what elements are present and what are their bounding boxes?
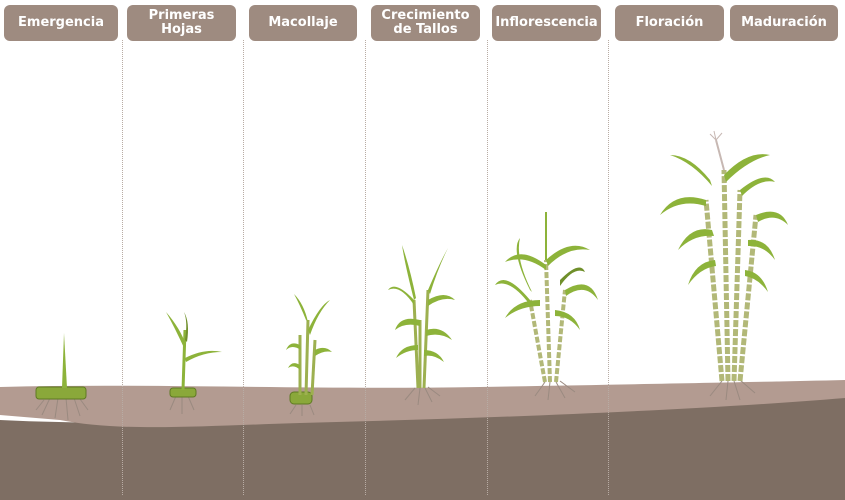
stage-divider bbox=[243, 40, 244, 495]
plant-emergencia-icon bbox=[35, 333, 89, 421]
plant-primeras-hojas-icon bbox=[166, 312, 222, 414]
stage-label-floracion: Floración bbox=[615, 5, 724, 41]
stage-label-crecimiento-de-tallos: Crecimiento de Tallos bbox=[371, 5, 480, 41]
subsoil-layer bbox=[0, 395, 845, 500]
plant-macollaje-icon bbox=[286, 294, 332, 416]
plant-crecimiento-tallos-icon bbox=[388, 245, 455, 406]
stage-label-maduracion: Maduración bbox=[730, 5, 838, 41]
stage-divider bbox=[365, 40, 366, 495]
plant-floracion-maduracion-icon bbox=[660, 130, 788, 401]
stage-label-inflorescencia: Inflorescencia bbox=[492, 5, 601, 41]
stage-label-macollaje: Macollaje bbox=[249, 5, 357, 41]
plant-inflorescencia-icon bbox=[495, 212, 598, 401]
stage-divider bbox=[487, 40, 488, 495]
stage-divider bbox=[122, 40, 123, 495]
stage-label-primeras-hojas: Primeras Hojas bbox=[127, 5, 236, 41]
topsoil-layer bbox=[0, 380, 845, 428]
stage-divider bbox=[608, 40, 609, 495]
roots-icon bbox=[35, 397, 89, 421]
stage-label-emergencia: Emergencia bbox=[4, 5, 118, 41]
